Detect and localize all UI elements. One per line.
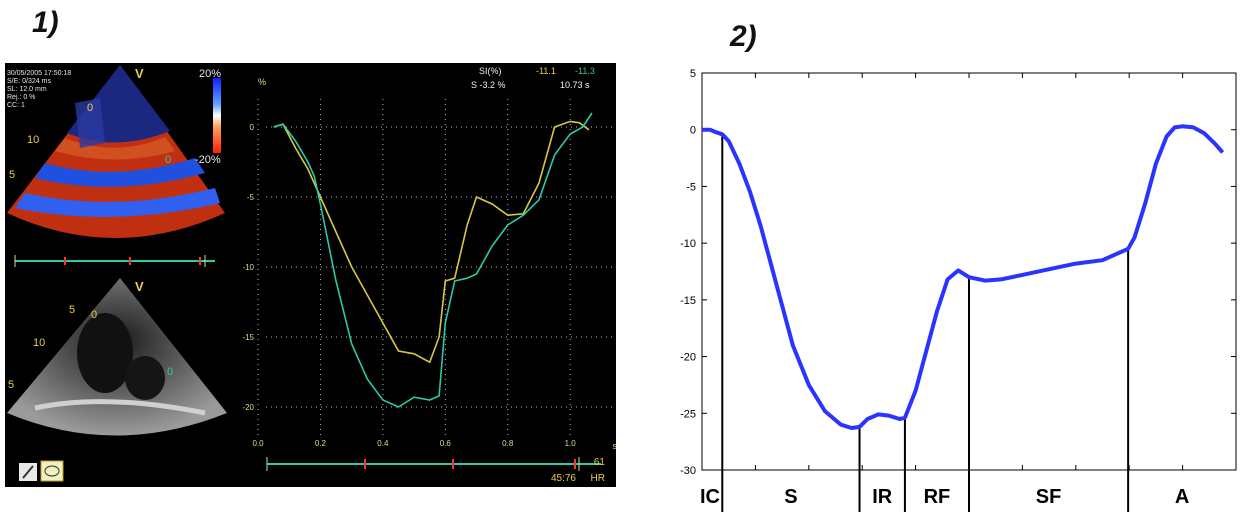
phase-label: SF xyxy=(1036,486,1062,508)
strain-phase-plot: 5 0 -5 -10 -15 -20 -25 -30 IC S IR RF SF A xyxy=(680,68,1237,512)
depth-mark: 5 xyxy=(69,304,75,316)
scale-top-label: 20% xyxy=(199,68,221,80)
si-readout-yellow: -11.1 xyxy=(536,66,556,76)
y-tick-label: -20 xyxy=(680,352,696,364)
phase-label: IC xyxy=(700,486,720,508)
ellipse-tool-icon[interactable] xyxy=(40,460,64,482)
y-tick-label: -25 xyxy=(680,408,696,420)
y-tick-label: -10 xyxy=(242,263,254,272)
cc-info: CC: 1 xyxy=(7,102,25,109)
phase-label: A xyxy=(1175,486,1189,508)
strain-timeline[interactable]: 61 HR 45:76 xyxy=(266,457,606,484)
si-readout-green: -11.3 xyxy=(575,66,595,76)
time-readout: 10.73 s xyxy=(560,80,590,90)
sl-info: SL: 12.0 mm xyxy=(7,86,47,93)
acquisition-date: 30/05/2005 17:50:18 xyxy=(7,70,71,77)
x-tick-label: 1.0 xyxy=(565,439,577,448)
echo-wall xyxy=(34,399,206,416)
x-tick-label: 0.4 xyxy=(377,439,389,448)
depth-mark: 10 xyxy=(33,337,45,349)
y-tick-label: 0 xyxy=(250,123,255,132)
echo-strain-panel: 30/05/2005 17:50:18 S/E: 0/324 ms SL: 12… xyxy=(5,63,616,487)
y-tick-label: -10 xyxy=(680,238,696,250)
color-view-timeline[interactable] xyxy=(14,255,215,267)
strain-curve xyxy=(702,124,1225,430)
view-marker: V xyxy=(135,66,144,81)
strain-curve-green xyxy=(273,112,593,408)
color-doppler-view: 30/05/2005 17:50:18 S/E: 0/324 ms SL: 12… xyxy=(7,65,225,238)
x-tick-label: 0.0 xyxy=(252,439,264,448)
depth-mark: 10 xyxy=(27,134,39,146)
x-axis-label: s xyxy=(613,441,617,451)
x-tick-label: 0.8 xyxy=(502,439,514,448)
y-tick-label: -30 xyxy=(680,465,696,477)
roi-lower-marker[interactable]: 0 xyxy=(167,366,173,378)
color-blob xyxy=(55,137,175,160)
rej-info: Rej.: 0 % xyxy=(7,94,35,101)
echo-panel-svg: 30/05/2005 17:50:18 S/E: 0/324 ms SL: 12… xyxy=(7,65,616,484)
roi-lower-marker[interactable]: 0 xyxy=(165,154,171,166)
strain-curve-plot: % s SI(%) -11.1 -11.3 S -3.2 % 10.73 s 0… xyxy=(242,66,616,451)
color-scale-bar xyxy=(213,78,221,153)
strain-curve-yellow xyxy=(273,120,590,364)
phase-label: S xyxy=(784,486,797,508)
phase-label: IR xyxy=(872,486,893,508)
depth-mark: 5 xyxy=(9,169,15,181)
clock-readout: 45:76 xyxy=(551,473,576,484)
se-info: S/E: 0/324 ms xyxy=(7,78,51,85)
si-readout-label: SI(%) xyxy=(479,66,502,76)
pencil-icon xyxy=(22,465,34,479)
x-tick-label: 0.2 xyxy=(315,439,327,448)
s-value-readout: S -3.2 % xyxy=(471,80,506,90)
roi-upper-marker[interactable]: 0 xyxy=(87,102,93,114)
y-tick-label: -15 xyxy=(680,295,696,307)
ellipse-tool-icon xyxy=(44,465,60,477)
echo-chamber xyxy=(125,356,165,400)
y-tick-label: -5 xyxy=(247,193,255,202)
roi-upper-marker[interactable]: 0 xyxy=(91,309,97,321)
color-blob xyxy=(15,188,220,217)
depth-mark: 5 xyxy=(8,379,14,391)
echo-chamber xyxy=(77,313,133,393)
color-blob xyxy=(75,98,105,148)
plot-content: 5 0 -5 -10 -15 -20 -25 -30 IC S IR RF SF A xyxy=(680,68,1236,512)
tool-icons[interactable] xyxy=(19,460,64,482)
y-tick-label: 0 xyxy=(690,125,696,137)
grayscale-echo-view: V 5 10 5 0 0 xyxy=(7,278,227,436)
y-axis-label: % xyxy=(258,77,266,87)
y-tick-label: -5 xyxy=(686,181,696,193)
y-tick-label: -20 xyxy=(242,403,254,412)
hr-label: HR xyxy=(591,473,605,484)
panel-2-label: 2) xyxy=(730,20,757,53)
y-tick-label: -15 xyxy=(242,333,254,342)
x-tick-label: 0.6 xyxy=(440,439,452,448)
hr-value: 61 xyxy=(594,457,606,468)
view-marker: V xyxy=(135,279,144,294)
y-tick-label: 5 xyxy=(690,68,696,80)
color-blob xyxy=(35,158,205,187)
phase-label: RF xyxy=(924,486,951,508)
panel-1-label: 1) xyxy=(32,6,59,39)
scale-bottom-label: -20% xyxy=(195,154,221,166)
